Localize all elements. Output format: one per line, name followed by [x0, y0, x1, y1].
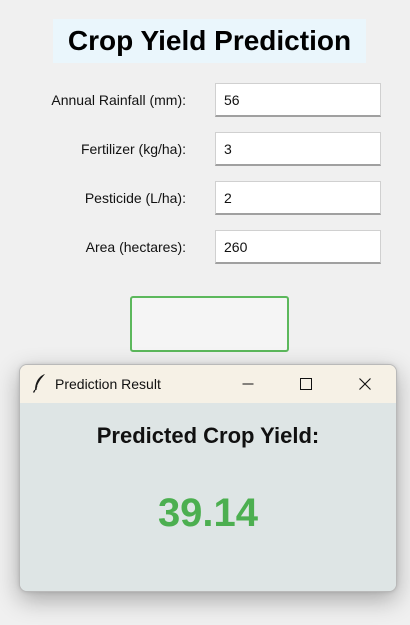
- result-value: 39.14: [157, 491, 259, 535]
- dialog-titlebar[interactable]: Prediction Result: [20, 365, 396, 403]
- close-icon[interactable]: [342, 365, 388, 403]
- rainfall-input[interactable]: [215, 83, 381, 117]
- dialog-title: Prediction Result: [55, 376, 161, 392]
- predict-button[interactable]: [130, 296, 289, 352]
- result-heading: Predicted Crop Yield:: [96, 423, 320, 448]
- fertilizer-input[interactable]: [215, 132, 381, 166]
- minimize-icon[interactable]: [225, 365, 271, 403]
- feather-icon: [32, 373, 48, 393]
- app-title: Crop Yield Prediction: [53, 19, 366, 63]
- fertilizer-label: Fertilizer (kg/ha):: [80, 141, 186, 157]
- maximize-icon[interactable]: [283, 365, 329, 403]
- area-label: Area (hectares):: [85, 239, 186, 255]
- rainfall-label: Annual Rainfall (mm):: [51, 92, 186, 108]
- pesticide-input[interactable]: [215, 181, 381, 215]
- dialog-body: Predicted Crop Yield: 39.14: [20, 403, 396, 591]
- area-input[interactable]: [215, 230, 381, 264]
- prediction-result-dialog: Prediction Result Predicted Crop Yield: …: [19, 364, 397, 592]
- pesticide-label: Pesticide (L/ha):: [84, 190, 186, 206]
